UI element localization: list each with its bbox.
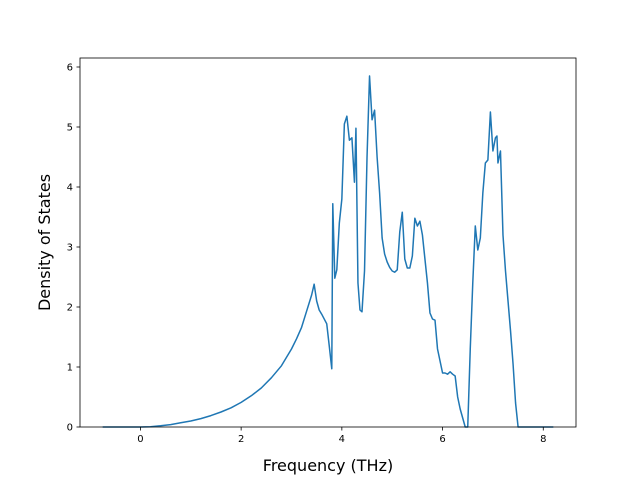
y-tick-label: 5 [67, 123, 73, 134]
x-tick-label: 2 [238, 434, 244, 445]
y-tick-label: 2 [67, 303, 73, 314]
x-tick-label: 8 [540, 434, 546, 445]
axes-frame [79, 57, 577, 428]
y-tick-label: 3 [67, 243, 73, 254]
y-tick-label: 1 [67, 363, 73, 374]
y-axis-ticks: 0 1 2 3 4 5 6 [67, 63, 80, 434]
y-tick-label: 0 [67, 423, 73, 434]
y-axis-label: Density of States [35, 174, 54, 311]
x-tick-label: 4 [339, 434, 345, 445]
x-axis-ticks: 0 2 4 6 8 [137, 427, 546, 445]
x-tick-label: 6 [439, 434, 445, 445]
plot-area [79, 57, 577, 428]
y-tick-label: 4 [67, 183, 73, 194]
x-axis-label: Frequency (THz) [263, 456, 393, 475]
dos-series-line [102, 75, 554, 428]
x-tick-label: 0 [137, 434, 143, 445]
y-tick-label: 6 [67, 63, 73, 74]
